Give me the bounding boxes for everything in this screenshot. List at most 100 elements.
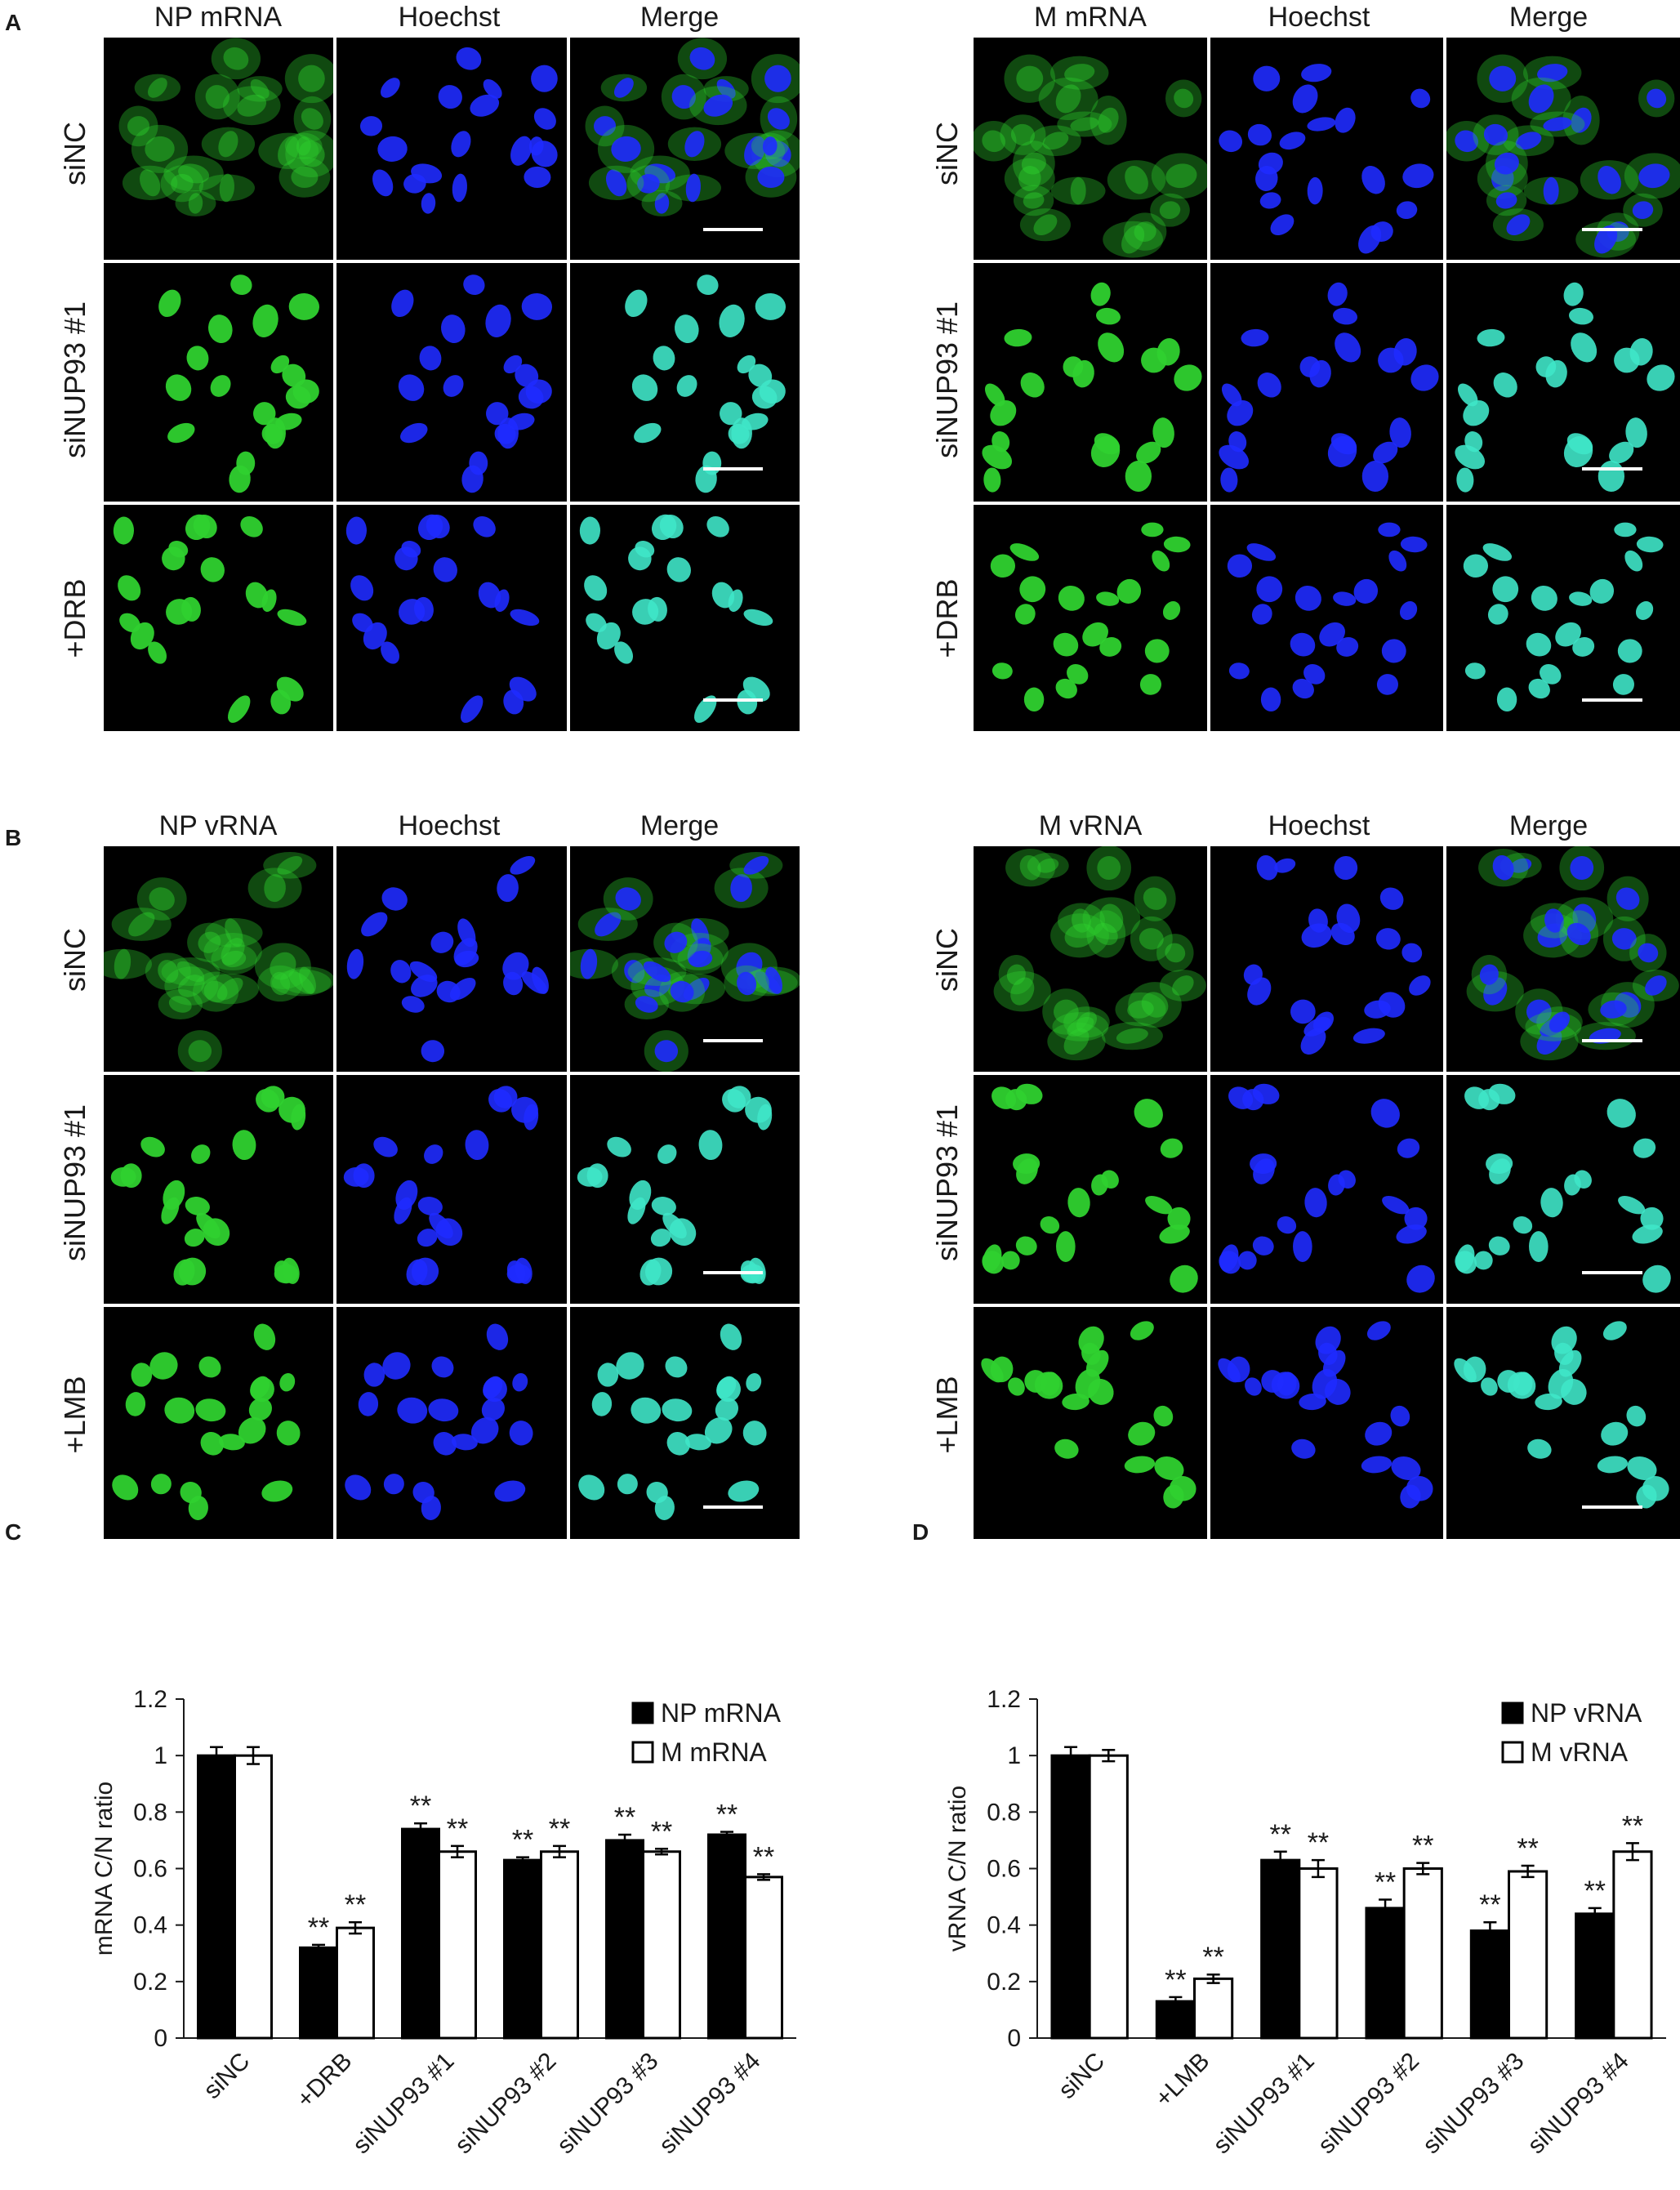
merge-image	[569, 1075, 800, 1304]
significance-marker: **	[1479, 1889, 1500, 1920]
x-tick-label: siNC	[1054, 2048, 1110, 2104]
green-channel-image	[974, 1075, 1207, 1304]
bar	[1365, 1907, 1406, 2040]
significance-marker: **	[614, 1802, 635, 1833]
green-channel-image	[104, 505, 334, 731]
chart-d-vrna-cn-ratio: 0 0.2 0.4 0.6 0.8 1 1.2 vRNA C/N ratio siNC ** ** +…	[944, 1686, 1666, 2160]
y-tick-label: 1.2	[987, 1686, 1021, 1713]
significance-marker: **	[1584, 1876, 1605, 1907]
bar	[197, 1754, 236, 2040]
bar	[1298, 1867, 1339, 2040]
row-label-sinc: siNC	[58, 122, 91, 185]
significance-marker: **	[1375, 1867, 1396, 1898]
column-label-hoechst: Hoechst	[1268, 2, 1370, 33]
merge-image	[1446, 846, 1680, 1072]
significance-marker: **	[447, 1813, 468, 1844]
x-tick-label: siNUP93 #1	[1208, 2048, 1320, 2160]
scale-bar	[702, 227, 763, 231]
merge-image	[1446, 1075, 1680, 1304]
bar	[642, 1850, 681, 2040]
bar	[234, 1754, 273, 2040]
merge-image	[1446, 38, 1680, 260]
bar	[299, 1946, 338, 2040]
hoechst-channel-image	[336, 38, 567, 260]
bar	[1508, 1870, 1549, 2040]
y-tick-label: 0.8	[133, 1799, 167, 1826]
merge-image	[569, 1307, 800, 1539]
column-label-merge: Merge	[1508, 810, 1589, 841]
bar	[1155, 2000, 1196, 2040]
x-tick-label: siNUP93 #2	[1313, 2048, 1425, 2160]
x-tick-label: siNC	[198, 2048, 255, 2104]
green-channel-image	[974, 846, 1207, 1072]
green-channel-image	[104, 263, 334, 502]
scale-bar	[702, 698, 763, 702]
hoechst-channel-image	[336, 263, 567, 502]
legend-swatch	[1501, 1702, 1524, 1724]
merge-image	[1446, 505, 1680, 731]
x-tick-label: siNUP93 #3	[552, 2048, 664, 2160]
micrograph-grid	[104, 846, 800, 1539]
micrograph-grid	[104, 38, 800, 731]
column-label-channel: M mRNA	[1034, 2, 1147, 33]
scale-bar	[1582, 467, 1643, 471]
legend-swatch	[1501, 1741, 1524, 1764]
column-label-hoechst: Hoechst	[1268, 810, 1370, 841]
column-label-merge: Merge	[1508, 2, 1589, 33]
scale-bar	[1582, 698, 1643, 702]
x-tick-label: siNUP93 #4	[1522, 2048, 1634, 2160]
y-tick-label: 0.6	[987, 1856, 1021, 1883]
legend-swatch	[631, 1702, 654, 1724]
bar	[336, 1926, 375, 2040]
y-tick-label: 0.2	[987, 1969, 1021, 1996]
column-label-hoechst: Hoechst	[398, 810, 501, 841]
x-tick-label: +DRB	[292, 2048, 358, 2114]
row-label-sinc: siNC	[58, 928, 91, 992]
significance-marker: **	[1622, 1810, 1643, 1841]
bar	[707, 1833, 746, 2040]
column-label-channel: NP vRNA	[158, 810, 278, 841]
column-label-merge: Merge	[639, 2, 720, 33]
row-label-sinup93-1: siNUP93 #1	[58, 301, 91, 459]
panel-d-letter: D	[912, 1519, 929, 1545]
y-tick-label: 1	[154, 1742, 167, 1769]
bar	[1193, 1977, 1234, 2040]
bar	[605, 1839, 644, 2040]
panel-b-letter: B	[5, 825, 22, 850]
significance-marker: **	[1517, 1833, 1538, 1864]
merge-image	[569, 846, 800, 1072]
bar	[1088, 1754, 1129, 2040]
row-label-sinup93-1: siNUP93 #1	[58, 1104, 91, 1262]
scale-bar	[1582, 1270, 1643, 1274]
significance-marker: **	[512, 1825, 533, 1856]
row-label-sinc: siNC	[930, 122, 964, 185]
significance-marker: **	[1165, 1965, 1186, 1996]
bar	[438, 1850, 477, 2040]
row-label-treatment: +LMB	[58, 1376, 91, 1454]
merge-image	[569, 505, 800, 731]
y-tick-label: 1.2	[133, 1686, 167, 1713]
column-label-hoechst: Hoechst	[398, 2, 501, 33]
micrograph-grid	[974, 846, 1680, 1539]
scale-bar	[702, 1039, 763, 1043]
row-label-treatment: +DRB	[58, 578, 91, 658]
scale-bar	[702, 1505, 763, 1510]
hoechst-channel-image	[336, 505, 567, 731]
bar	[503, 1858, 542, 2040]
significance-marker: **	[753, 1841, 774, 1872]
hoechst-channel-image	[1210, 1307, 1444, 1539]
hoechst-channel-image	[1210, 1075, 1444, 1304]
column-label-merge: Merge	[639, 810, 720, 841]
bar	[1402, 1867, 1443, 2040]
bar	[1469, 1929, 1510, 2040]
y-axis-label: vRNA C/N ratio	[944, 1786, 971, 1951]
row-label-treatment: +DRB	[930, 578, 964, 658]
panel-a-letter: A	[5, 10, 22, 35]
row-label-sinup93-1: siNUP93 #1	[930, 301, 964, 459]
green-channel-image	[104, 1307, 334, 1539]
y-tick-label: 0.4	[987, 1912, 1021, 1939]
scale-bar	[1582, 1505, 1643, 1510]
legend-label: M mRNA	[661, 1737, 767, 1767]
green-channel-image	[974, 263, 1207, 502]
column-label-channel: NP mRNA	[154, 2, 283, 33]
